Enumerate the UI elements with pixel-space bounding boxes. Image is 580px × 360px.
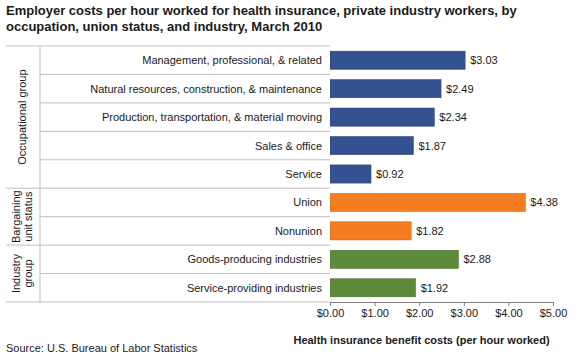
bar bbox=[330, 193, 525, 211]
bar bbox=[330, 80, 441, 98]
category-label: Goods-producing industries bbox=[187, 253, 322, 265]
bar bbox=[330, 279, 416, 297]
category-label: Natural resources, construction, & maint… bbox=[90, 83, 322, 95]
tick: $2.00 bbox=[406, 302, 434, 319]
category-label: Service-providing industries bbox=[187, 282, 323, 294]
tick: $5.00 bbox=[540, 302, 568, 319]
group-label: Bargainingunit status bbox=[10, 190, 34, 243]
tick-label: $4.00 bbox=[495, 307, 523, 319]
separator bbox=[40, 131, 330, 132]
tick: $3.00 bbox=[451, 302, 479, 319]
chart: Employer costs per hour worked for healt… bbox=[0, 0, 580, 360]
tick-mark bbox=[375, 302, 376, 306]
data-label: $0.92 bbox=[376, 168, 404, 180]
category-label: Service bbox=[285, 168, 322, 180]
source: Source: U.S. Bureau of Labor Statistics bbox=[6, 342, 198, 354]
data-label: $2.49 bbox=[446, 83, 474, 95]
tick-label: $0.00 bbox=[317, 307, 345, 319]
data-label: $1.92 bbox=[421, 282, 449, 294]
tick: $0.00 bbox=[317, 302, 345, 319]
category-label: Nonunion bbox=[275, 225, 322, 237]
tick: $1.00 bbox=[361, 302, 389, 319]
bar bbox=[330, 250, 458, 268]
separator bbox=[6, 188, 330, 189]
separator bbox=[6, 302, 330, 303]
separator bbox=[40, 216, 330, 217]
category-labels: Management, professional, & related Natur… bbox=[90, 54, 322, 294]
tick-label: $3.00 bbox=[451, 307, 479, 319]
tick-label: $5.00 bbox=[540, 307, 568, 319]
data-label: $3.03 bbox=[470, 54, 498, 66]
tick-mark bbox=[508, 302, 509, 306]
separator bbox=[40, 159, 330, 160]
tick-label: $2.00 bbox=[406, 307, 434, 319]
tick-mark bbox=[553, 302, 554, 306]
group-labels: Occupational group Bargainingunit status I… bbox=[10, 69, 34, 293]
separator bbox=[40, 74, 330, 75]
separator bbox=[40, 102, 330, 103]
group-label: Industrygroup bbox=[10, 253, 34, 293]
title: Employer costs per hour worked for healt… bbox=[6, 3, 518, 34]
separator bbox=[6, 245, 330, 246]
axis-line bbox=[331, 303, 554, 307]
tick: $4.00 bbox=[495, 302, 523, 319]
category-label: Union bbox=[293, 196, 322, 208]
tick-mark bbox=[419, 302, 420, 306]
bar bbox=[330, 222, 411, 240]
group-label: Occupational group bbox=[16, 69, 28, 164]
x-axis-title: Health insurance benefit costs (per hour… bbox=[293, 334, 549, 346]
data-labels: $3.03 $2.49 $2.34 $1.87 $0.92 $4.38 $1.82 $2.88… bbox=[376, 54, 558, 294]
category-label: Production, transportation, & material m… bbox=[102, 111, 322, 123]
separator bbox=[40, 46, 41, 302]
bar bbox=[330, 136, 413, 154]
data-label: $2.34 bbox=[439, 111, 467, 123]
bar bbox=[330, 108, 434, 126]
data-label: $1.87 bbox=[418, 140, 446, 152]
data-label: $2.88 bbox=[463, 253, 491, 265]
bars bbox=[330, 51, 525, 297]
data-label: $4.38 bbox=[530, 196, 558, 208]
bar bbox=[330, 51, 465, 69]
separators bbox=[6, 46, 330, 302]
separator bbox=[6, 46, 330, 47]
category-label: Management, professional, & related bbox=[142, 54, 322, 66]
tick-mark bbox=[330, 302, 331, 306]
x-axis: $0.00 $1.00 $2.00 $3.00 $4.00 $5.00 bbox=[317, 302, 568, 319]
tick-label: $1.00 bbox=[361, 307, 389, 319]
data-label: $1.82 bbox=[416, 225, 444, 237]
separator bbox=[40, 273, 330, 274]
bar bbox=[330, 165, 371, 183]
tick-mark bbox=[464, 302, 465, 306]
category-label: Sales & office bbox=[255, 140, 322, 152]
